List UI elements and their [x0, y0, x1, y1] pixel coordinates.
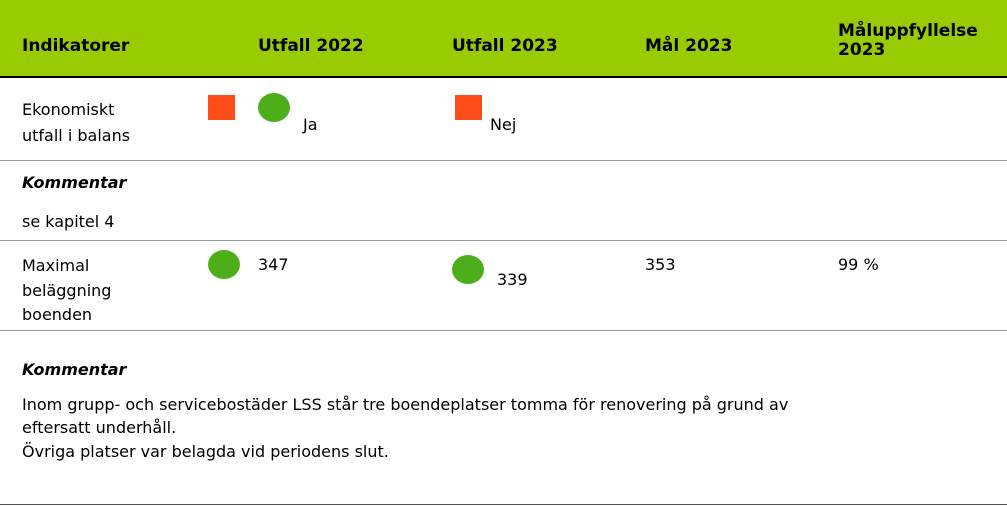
- row-line: [0, 240, 1007, 241]
- text: Ekonomiskt: [22, 100, 115, 119]
- cell: Ja: [303, 115, 318, 134]
- comment: Inom grupp- och servicebostäder LSS står…: [22, 395, 789, 414]
- header-cell: Måluppfyllelse 2023: [838, 21, 978, 60]
- text: boenden: [22, 305, 93, 324]
- header-cell: Indikatorer: [22, 36, 130, 56]
- header-cell: Utfall 2022: [258, 36, 364, 56]
- row-line: [0, 504, 1007, 505]
- cell: 339: [497, 270, 528, 289]
- status-red: [208, 95, 235, 120]
- status-green: [452, 255, 484, 284]
- cell: Nej: [490, 115, 517, 134]
- comment: Övriga platser var belagda vid periodens…: [22, 442, 389, 461]
- row-line: [0, 160, 1007, 161]
- cell: 99 %: [838, 255, 879, 274]
- comment: eftersatt underhåll.: [22, 418, 177, 437]
- header-cell: Mål 2023: [645, 36, 733, 56]
- comment-title: Kommentar: [22, 173, 127, 192]
- cell: 347: [258, 255, 289, 274]
- text: utfall i balans: [22, 126, 131, 145]
- status-green: [208, 250, 240, 279]
- indicator: Maximal beläggning boenden: [22, 254, 111, 328]
- text: beläggning: [22, 280, 112, 300]
- indicator: Ekonomiskt utfall i balans: [22, 97, 130, 149]
- status-green: [258, 93, 290, 122]
- comment: se kapitel 4: [22, 212, 115, 231]
- status-red: [455, 95, 482, 120]
- row-line: [0, 330, 1007, 331]
- cell: 353: [645, 255, 676, 274]
- header-band: [0, 0, 1007, 78]
- comment-title: Kommentar: [22, 360, 127, 379]
- header-cell: Utfall 2023: [452, 36, 558, 56]
- text: Maximal: [22, 256, 90, 275]
